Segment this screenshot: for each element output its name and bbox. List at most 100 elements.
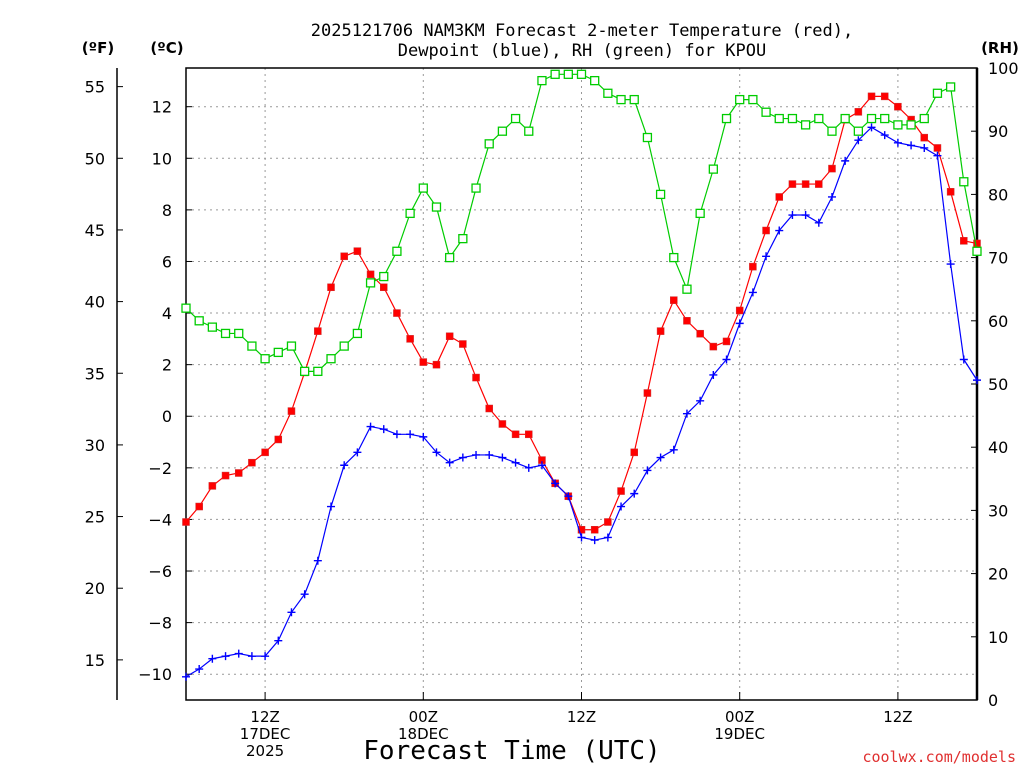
- x-tick-label: 00Z: [725, 708, 754, 726]
- data-point: [721, 113, 732, 124]
- data-point: [326, 354, 336, 364]
- data-point: [313, 556, 322, 565]
- data-point: [775, 193, 783, 201]
- data-point: [920, 143, 929, 152]
- data-point: [670, 296, 678, 304]
- fahrenheit-tick-label: 45: [85, 221, 105, 240]
- data-point: [406, 335, 414, 343]
- data-point: [485, 450, 494, 459]
- data-point: [656, 327, 665, 335]
- data-point: [287, 608, 296, 617]
- data-point: [774, 113, 784, 124]
- data-point: [709, 342, 718, 351]
- data-point: [827, 192, 836, 201]
- celsius-tick-label: −4: [148, 510, 172, 529]
- data-point: [366, 270, 375, 279]
- data-point: [208, 482, 217, 490]
- celsius-tick-label: 12: [152, 98, 172, 117]
- data-point: [894, 102, 902, 111]
- data-point: [472, 450, 481, 459]
- data-point: [603, 533, 612, 542]
- data-point: [643, 389, 652, 397]
- data-point: [458, 453, 467, 462]
- rh-unit-label: (RH): [981, 39, 1019, 57]
- data-point: [260, 354, 270, 364]
- data-point: [801, 211, 810, 220]
- data-point: [182, 518, 190, 526]
- data-point: [261, 652, 270, 661]
- data-point: [960, 237, 968, 245]
- data-point: [801, 180, 810, 188]
- data-point: [380, 283, 388, 292]
- data-point: [340, 461, 349, 470]
- data-point: [537, 461, 546, 470]
- data-point: [643, 466, 652, 475]
- data-point: [327, 502, 336, 511]
- data-point: [392, 246, 402, 256]
- data-point: [972, 246, 982, 256]
- x-tick-label: 12Z: [883, 708, 912, 726]
- data-point: [511, 458, 520, 467]
- celsius-tick-label: −10: [138, 665, 172, 684]
- data-point: [735, 306, 744, 315]
- data-point: [576, 69, 587, 79]
- data-point: [511, 430, 520, 439]
- data-point: [959, 177, 969, 187]
- data-point: [406, 430, 415, 439]
- data-point: [366, 422, 375, 431]
- data-point: [880, 131, 889, 140]
- data-point: [630, 489, 639, 498]
- data-point: [234, 469, 243, 477]
- data-point: [287, 407, 296, 415]
- data-point: [788, 211, 797, 220]
- data-point: [735, 94, 745, 105]
- data-point: [788, 180, 797, 188]
- data-point: [405, 208, 415, 219]
- data-point: [432, 360, 441, 369]
- data-point: [696, 396, 705, 405]
- data-point: [234, 649, 243, 658]
- data-point: [709, 370, 718, 379]
- data-point: [828, 164, 836, 173]
- data-point: [590, 75, 600, 86]
- data-point: [458, 233, 468, 244]
- data-point: [827, 126, 837, 136]
- data-point: [617, 502, 626, 511]
- fahrenheit-tick-label: 15: [85, 651, 105, 670]
- data-point: [762, 226, 770, 235]
- data-point: [498, 453, 507, 462]
- data-point: [919, 113, 929, 124]
- data-point: [182, 672, 190, 681]
- data-point: [683, 317, 691, 325]
- data-point: [840, 113, 850, 124]
- data-point: [418, 183, 428, 193]
- data-point: [748, 288, 757, 297]
- data-point: [630, 448, 638, 457]
- x-tick-label: 12Z: [250, 708, 279, 726]
- data-point: [261, 448, 269, 457]
- data-point: [604, 518, 612, 526]
- data-point: [471, 183, 481, 193]
- data-point: [708, 164, 718, 174]
- data-point: [880, 92, 889, 101]
- data-point: [933, 144, 942, 152]
- data-point: [761, 107, 771, 117]
- data-point: [537, 75, 547, 86]
- axes-layer: [116, 67, 979, 701]
- fahrenheit-tick-label: 20: [85, 579, 105, 598]
- data-point: [550, 69, 560, 79]
- rh-tick-label: 0: [988, 691, 998, 710]
- data-point: [669, 445, 678, 454]
- data-point: [564, 492, 573, 501]
- data-point: [893, 120, 903, 130]
- data-point: [933, 151, 942, 160]
- data-point: [603, 88, 613, 98]
- data-point: [207, 322, 218, 332]
- series-dewpoint: [182, 123, 981, 681]
- ticks-layer: −10−8−6−4−202468101215202530354045505501…: [85, 59, 1019, 760]
- x-tick-label: 2025: [246, 742, 284, 760]
- fahrenheit-unit-label: (ºF): [82, 39, 114, 57]
- data-point: [787, 113, 798, 124]
- series-2-meter-temperature: [182, 92, 981, 534]
